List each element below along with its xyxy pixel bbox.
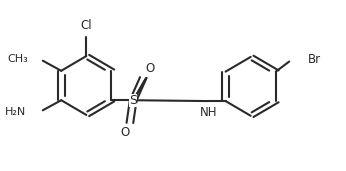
Text: H₂N: H₂N (5, 107, 26, 117)
Text: O: O (120, 126, 129, 139)
Text: CH₃: CH₃ (7, 54, 28, 64)
Text: Br: Br (308, 53, 321, 66)
Text: Cl: Cl (81, 19, 92, 32)
Text: NH: NH (200, 106, 218, 119)
Text: S: S (129, 94, 137, 107)
Text: O: O (145, 62, 155, 75)
